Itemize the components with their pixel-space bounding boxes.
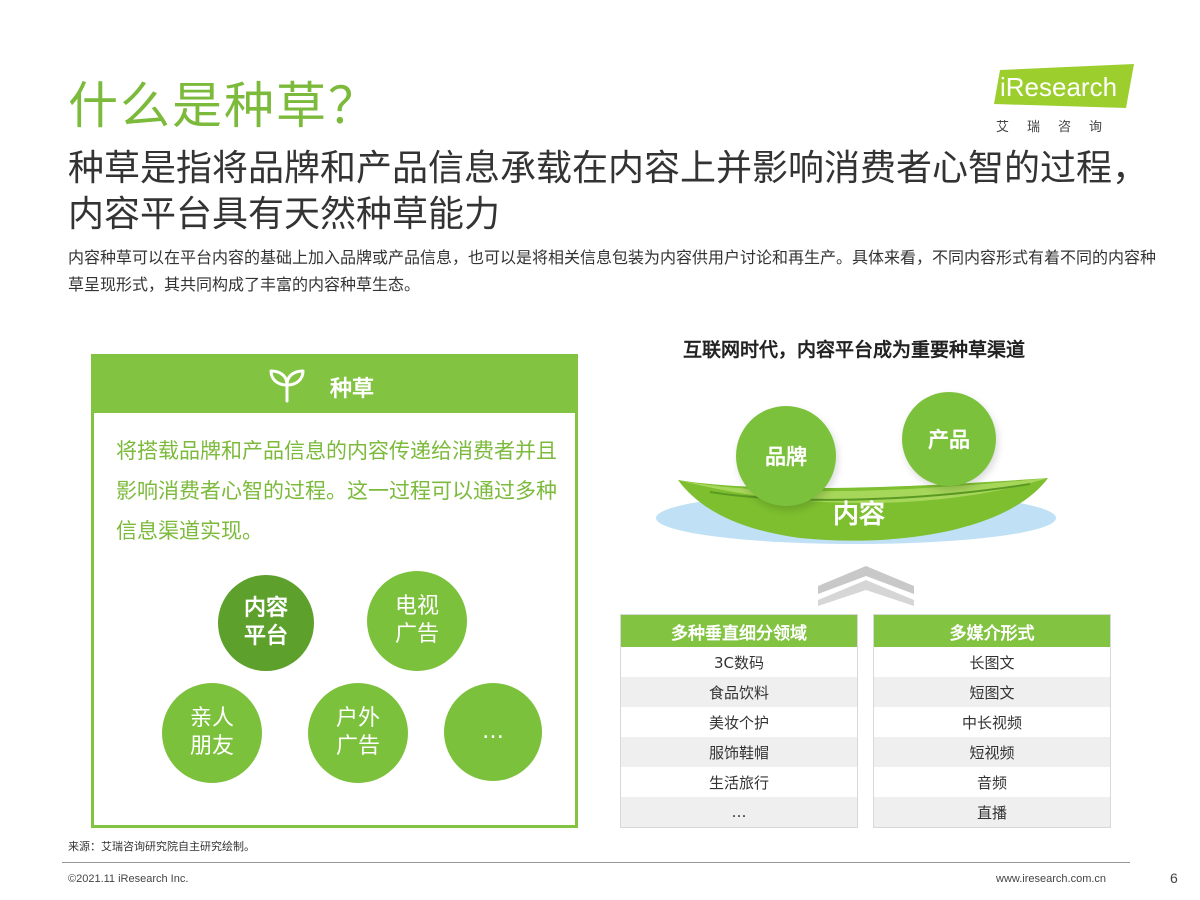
- list-item: 食品饮料: [621, 677, 857, 707]
- list-item: 3C数码: [621, 647, 857, 677]
- list-item: 长图文: [874, 647, 1110, 677]
- double-up-arrow-icon: [818, 566, 914, 606]
- list-item: 美妆个护: [621, 707, 857, 737]
- logo-text: iResearch: [1000, 72, 1118, 102]
- channel-label: 电视广告: [394, 594, 439, 647]
- media-forms-list: 多媒介形式 长图文 短图文 中长视频 短视频 音频 直播: [873, 614, 1111, 828]
- channel-label: 户外广告: [335, 706, 380, 759]
- iresearch-logo: iResearch 艾瑞咨询: [990, 62, 1140, 135]
- media-forms-rows: 长图文 短图文 中长视频 短视频 音频 直播: [874, 647, 1110, 827]
- logo-badge: [994, 64, 1134, 108]
- seed-panel-title: 种草: [330, 377, 375, 402]
- product-ball: 产品: [902, 392, 996, 486]
- channel-section-title: 互联网时代，内容平台成为重要种草渠道: [683, 339, 1026, 361]
- list-item: 短图文: [874, 677, 1110, 707]
- channel-circle-content-platform: 内容平台: [218, 575, 314, 671]
- footer-divider: [62, 862, 1130, 863]
- sprout-icon: [269, 369, 305, 403]
- channel-circle-family-friends: 亲人朋友: [162, 683, 262, 783]
- website-link[interactable]: www.iresearch.com.cn: [996, 873, 1107, 885]
- channel-label: …: [482, 719, 504, 744]
- verticals-header: 多种垂直细分领域: [621, 615, 857, 647]
- page-number: 6: [1170, 870, 1178, 886]
- brand-ball: 品牌: [736, 406, 836, 506]
- source-note: 来源：艾瑞咨询研究院自主研究绘制。: [68, 840, 255, 853]
- list-item: 服饰鞋帽: [621, 737, 857, 767]
- seed-panel: 种草 将搭载品牌和产品信息的内容传递给消费者并且影响消费者心智的过程。这一过程可…: [91, 354, 578, 828]
- media-forms-header: 多媒介形式: [874, 615, 1110, 647]
- channel-label: 亲人朋友: [189, 706, 234, 759]
- channel-circle-more: …: [444, 683, 542, 781]
- page-title: 什么是种草？: [68, 77, 380, 135]
- list-item: 中长视频: [874, 707, 1110, 737]
- content-label: 内容: [833, 500, 886, 530]
- channel-label: 内容平台: [243, 596, 288, 649]
- intro-paragraph: 内容种草可以在平台内容的基础上加入品牌或产品信息，也可以是将相关信息包装为内容供…: [68, 248, 1157, 294]
- copyright: ©2021.11 iResearch Inc.: [68, 873, 189, 885]
- list-item: 生活旅行: [621, 767, 857, 797]
- list-item: 短视频: [874, 737, 1110, 767]
- leaf-boat-illustration: [656, 478, 1056, 544]
- channel-circle-outdoor-ads: 户外广告: [308, 683, 408, 783]
- seed-panel-description: 将搭载品牌和产品信息的内容传递给消费者并且影响消费者心智的过程。这一过程可以通过…: [116, 439, 557, 543]
- headline: 种草是指将品牌和产品信息承载在内容上并影响消费者心智的过程，内容平台具有天然种草…: [68, 148, 1149, 235]
- seed-panel-header: 种草: [94, 357, 575, 413]
- list-item: 音频: [874, 767, 1110, 797]
- verticals-list: 多种垂直细分领域 3C数码 食品饮料 美妆个护 服饰鞋帽 生活旅行 …: [620, 614, 858, 828]
- list-item: …: [621, 797, 857, 827]
- channel-circle-tv-ads: 电视广告: [367, 571, 467, 671]
- verticals-rows: 3C数码 食品饮料 美妆个护 服饰鞋帽 生活旅行 …: [621, 647, 857, 827]
- logo-subtitle: 艾瑞咨询: [996, 120, 1121, 135]
- list-item: 直播: [874, 797, 1110, 827]
